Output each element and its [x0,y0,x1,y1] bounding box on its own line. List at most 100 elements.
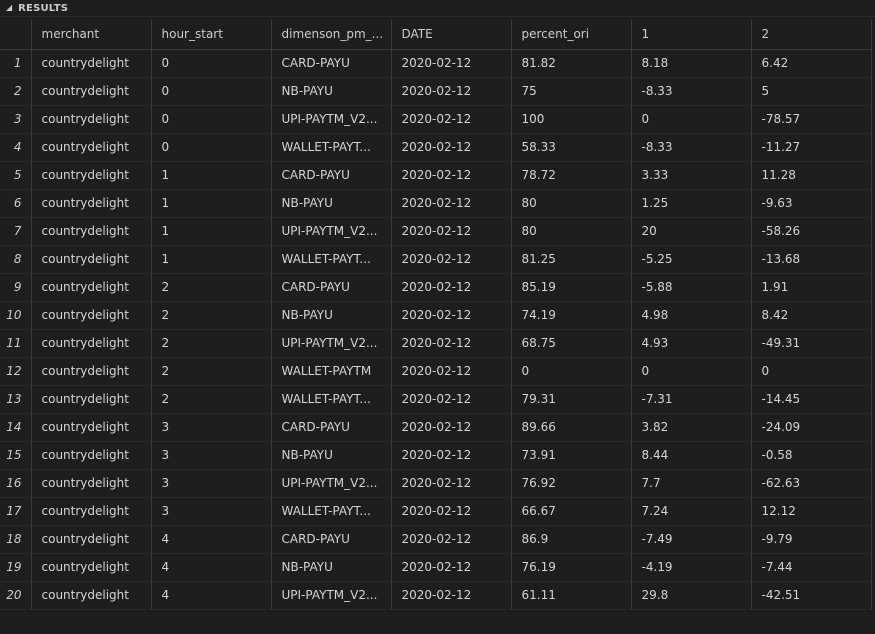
cell-2[interactable]: -7.44 [751,553,872,582]
cell-merchant[interactable]: countrydelight [31,189,152,218]
cell-2[interactable]: -0.58 [751,441,872,470]
cell-percent-ori[interactable]: 81.25 [511,245,632,274]
cell-dimenson-pm[interactable]: CARD-PAYU [271,49,392,78]
cell-1[interactable]: -5.88 [631,273,752,302]
column-header-date[interactable]: DATE [391,20,512,50]
table-row[interactable]: 13 countrydelight 2 WALLET-PAYT... 2020-02-1… [0,385,872,414]
cell-dimenson-pm[interactable]: UPI-PAYTM_V2... [271,217,392,246]
table-row[interactable]: 18 countrydelight 4 CARD-PAYU 2020-02-12 86.9… [0,525,872,554]
cell-hour-start[interactable]: 0 [151,105,272,134]
table-row[interactable]: 5 countrydelight 1 CARD-PAYU 2020-02-12 78.72… [0,161,872,190]
cell-dimenson-pm[interactable]: UPI-PAYTM_V2... [271,469,392,498]
chevron-down-icon[interactable]: ◢ [6,3,13,12]
cell-1[interactable]: 3.82 [631,413,752,442]
cell-merchant[interactable]: countrydelight [31,161,152,190]
cell-2[interactable]: 12.12 [751,497,872,526]
cell-1[interactable]: 8.18 [631,49,752,78]
cell-hour-start[interactable]: 2 [151,301,272,330]
column-header-dimenson-pm[interactable]: dimenson_pm_... [271,20,392,50]
cell-1[interactable]: -7.49 [631,525,752,554]
cell-hour-start[interactable]: 4 [151,525,272,554]
cell-hour-start[interactable]: 2 [151,385,272,414]
cell-1[interactable]: 1.25 [631,189,752,218]
cell-date[interactable]: 2020-02-12 [391,413,512,442]
cell-merchant[interactable]: countrydelight [31,329,152,358]
cell-1[interactable]: -8.33 [631,77,752,106]
cell-merchant[interactable]: countrydelight [31,301,152,330]
cell-date[interactable]: 2020-02-12 [391,553,512,582]
cell-1[interactable]: 8.44 [631,441,752,470]
cell-dimenson-pm[interactable]: CARD-PAYU [271,525,392,554]
cell-hour-start[interactable]: 0 [151,133,272,162]
cell-percent-ori[interactable]: 74.19 [511,301,632,330]
cell-date[interactable]: 2020-02-12 [391,497,512,526]
cell-dimenson-pm[interactable]: UPI-PAYTM_V2... [271,329,392,358]
cell-2[interactable]: -9.79 [751,525,872,554]
cell-merchant[interactable]: countrydelight [31,497,152,526]
table-row[interactable]: 3 countrydelight 0 UPI-PAYTM_V2... 2020-02-1… [0,105,872,134]
cell-date[interactable]: 2020-02-12 [391,161,512,190]
cell-hour-start[interactable]: 3 [151,469,272,498]
cell-1[interactable]: 0 [631,105,752,134]
cell-date[interactable]: 2020-02-12 [391,273,512,302]
table-row[interactable]: 6 countrydelight 1 NB-PAYU 2020-02-12 80 1.25-… [0,189,872,218]
cell-date[interactable]: 2020-02-12 [391,329,512,358]
cell-1[interactable]: 4.93 [631,329,752,358]
table-row[interactable]: 7 countrydelight 1 UPI-PAYTM_V2... 2020-02-1… [0,217,872,246]
cell-dimenson-pm[interactable]: CARD-PAYU [271,161,392,190]
cell-date[interactable]: 2020-02-12 [391,189,512,218]
cell-dimenson-pm[interactable]: NB-PAYU [271,441,392,470]
cell-2[interactable]: 11.28 [751,161,872,190]
cell-merchant[interactable]: countrydelight [31,49,152,78]
cell-dimenson-pm[interactable]: NB-PAYU [271,77,392,106]
column-header-merchant[interactable]: merchant [31,20,152,50]
cell-percent-ori[interactable]: 0 [511,357,632,386]
cell-2[interactable]: -78.57 [751,105,872,134]
table-row[interactable]: 2 countrydelight 0 NB-PAYU 2020-02-12 75 -8.33… [0,77,872,106]
cell-merchant[interactable]: countrydelight [31,357,152,386]
cell-percent-ori[interactable]: 61.11 [511,581,632,610]
cell-percent-ori[interactable]: 80 [511,189,632,218]
cell-2[interactable]: 6.42 [751,49,872,78]
cell-1[interactable]: 7.24 [631,497,752,526]
cell-percent-ori[interactable]: 66.67 [511,497,632,526]
cell-hour-start[interactable]: 4 [151,581,272,610]
cell-date[interactable]: 2020-02-12 [391,525,512,554]
results-grid[interactable]: merchant hour_start dimenson_pm_... DATE per… [0,20,875,634]
cell-hour-start[interactable]: 4 [151,553,272,582]
cell-1[interactable]: 4.98 [631,301,752,330]
cell-2[interactable]: -24.09 [751,413,872,442]
cell-merchant[interactable]: countrydelight [31,553,152,582]
cell-dimenson-pm[interactable]: WALLET-PAYT... [271,133,392,162]
cell-1[interactable]: -7.31 [631,385,752,414]
cell-percent-ori[interactable]: 76.92 [511,469,632,498]
table-row[interactable]: 9 countrydelight 2 CARD-PAYU 2020-02-12 85.19… [0,273,872,302]
cell-date[interactable]: 2020-02-12 [391,77,512,106]
cell-date[interactable]: 2020-02-12 [391,469,512,498]
cell-percent-ori[interactable]: 68.75 [511,329,632,358]
cell-date[interactable]: 2020-02-12 [391,105,512,134]
cell-2[interactable]: -62.63 [751,469,872,498]
cell-1[interactable]: 20 [631,217,752,246]
cell-dimenson-pm[interactable]: WALLET-PAYTM [271,357,392,386]
cell-percent-ori[interactable]: 80 [511,217,632,246]
cell-2[interactable]: -13.68 [751,245,872,274]
cell-dimenson-pm[interactable]: CARD-PAYU [271,413,392,442]
table-row[interactable]: 10 countrydelight 2 NB-PAYU 2020-02-12 74.19 4… [0,301,872,330]
cell-percent-ori[interactable]: 78.72 [511,161,632,190]
cell-2[interactable]: -42.51 [751,581,872,610]
cell-dimenson-pm[interactable]: NB-PAYU [271,189,392,218]
cell-dimenson-pm[interactable]: WALLET-PAYT... [271,497,392,526]
cell-1[interactable]: 7.7 [631,469,752,498]
cell-2[interactable]: 8.42 [751,301,872,330]
table-row[interactable]: 14 countrydelight 3 CARD-PAYU 2020-02-12 89.6… [0,413,872,442]
cell-2[interactable]: 1.91 [751,273,872,302]
cell-percent-ori[interactable]: 75 [511,77,632,106]
table-row[interactable]: 11 countrydelight 2 UPI-PAYTM_V2... 2020-02-… [0,329,872,358]
cell-dimenson-pm[interactable]: WALLET-PAYT... [271,385,392,414]
cell-date[interactable]: 2020-02-12 [391,49,512,78]
cell-hour-start[interactable]: 1 [151,217,272,246]
cell-1[interactable]: -4.19 [631,553,752,582]
cell-hour-start[interactable]: 2 [151,329,272,358]
cell-2[interactable]: -14.45 [751,385,872,414]
